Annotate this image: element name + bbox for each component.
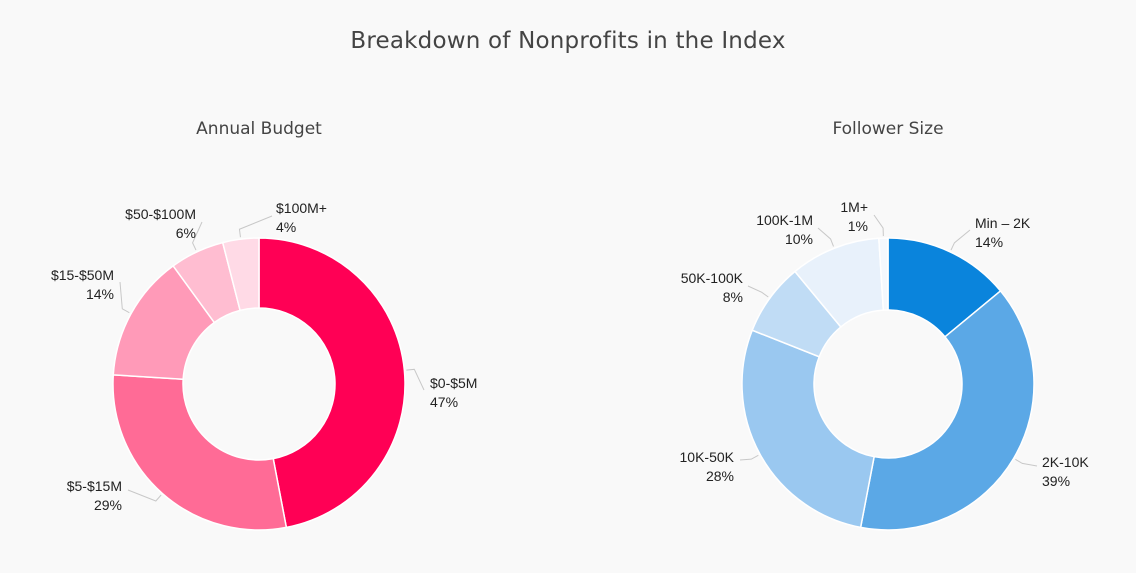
leader-line-100m: [238, 215, 273, 238]
slice-2k-10k[interactable]: [859, 289, 1035, 531]
leader-line-2k-10k: [1015, 458, 1038, 467]
value-label-100k-1m: 10%: [785, 231, 813, 247]
category-label-5-15m: $5-$15M: [67, 478, 122, 494]
value-label-50k-100k: 8%: [723, 289, 743, 305]
follower-size-donut: Min – 2K 14% 2K-10K 39% 10K-50K 28% 50K-100K 8%…: [680, 199, 1089, 531]
leader-line-0-5m: [406, 368, 425, 391]
value-label-5-15m: 29%: [94, 497, 122, 513]
category-label-15-50m: $15-$50M: [51, 267, 114, 283]
category-label-100k-1m: 100K-1M: [756, 212, 813, 228]
leader-line-10k-50k: [739, 454, 759, 461]
leader-line-min-2k: [950, 229, 971, 251]
value-label-100m: 4%: [276, 219, 296, 235]
value-label-15-50m: 14%: [86, 286, 114, 302]
value-label-min-2k: 14%: [975, 234, 1003, 250]
value-label-50-100m: 6%: [176, 225, 196, 241]
follower-size-chart-title: Follower Size: [832, 119, 944, 139]
category-label-2k-10k: 2K-10K: [1042, 454, 1089, 470]
annual-budget-chart-title: Annual Budget: [196, 119, 322, 139]
slice-1m[interactable]: [878, 237, 889, 311]
category-label-50k-100k: 50K-100K: [681, 270, 744, 286]
leader-line-50-100m: [192, 221, 203, 251]
value-label-1m: 1%: [848, 218, 868, 234]
category-label-min-2k: Min – 2K: [975, 215, 1031, 231]
category-label-100m: $100M+: [276, 200, 327, 216]
page-title: Breakdown of Nonprofits in the Index: [350, 28, 786, 54]
leader-line-1m: [873, 214, 884, 237]
slice-0-5m[interactable]: [258, 237, 406, 529]
annual-budget-donut: $0-$5M 47% $5-$15M 29% $15-$50M 14% $50-$100M 6…: [51, 200, 477, 531]
slice-10k-50k[interactable]: [741, 329, 876, 529]
slice-100m[interactable]: [221, 237, 260, 312]
leader-line-50k-100k: [747, 285, 769, 298]
value-label-2k-10k: 39%: [1042, 473, 1070, 489]
category-label-10k-50k: 10K-50K: [680, 449, 735, 465]
leader-line-5-15m: [127, 489, 162, 502]
slice-5-15m[interactable]: [112, 374, 288, 531]
value-label-10k-50k: 28%: [706, 468, 734, 484]
leader-line-15-50m: [119, 281, 130, 314]
category-label-0-5m: $0-$5M: [430, 375, 477, 391]
category-label-1m: 1M+: [840, 199, 868, 215]
value-label-0-5m: 47%: [430, 394, 458, 410]
category-label-50-100m: $50-$100M: [125, 206, 196, 222]
leader-line-100k-1m: [817, 227, 834, 247]
